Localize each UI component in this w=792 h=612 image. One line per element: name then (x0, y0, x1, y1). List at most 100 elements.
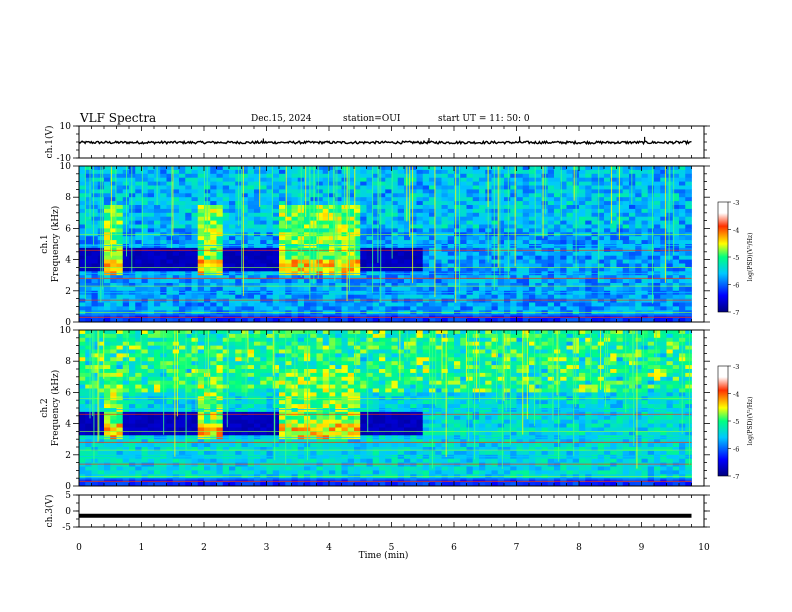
spectrogram-cell (347, 189, 355, 194)
spectrogram-cell (622, 173, 630, 179)
spectrogram-cell (391, 240, 399, 245)
spectrogram-cell (141, 365, 149, 370)
spectrogram-cell (560, 224, 567, 229)
y-tick-label: 10 (60, 162, 72, 172)
spectrogram-cell (316, 259, 324, 264)
spectrogram-cell (185, 372, 192, 378)
spectrogram-cell (560, 302, 567, 307)
spectrogram-cell (541, 228, 549, 233)
spectrogram-cell (479, 220, 486, 225)
spectrogram-cell (147, 177, 155, 182)
spectrogram-cell (110, 283, 117, 288)
spectrogram-cell (385, 205, 392, 210)
spectrogram-cell (172, 205, 180, 210)
spectrogram-cell (179, 240, 186, 245)
spectrogram-cell (147, 361, 155, 366)
spectrogram-cell (129, 193, 136, 198)
spectrogram-cell (660, 275, 667, 280)
spectrogram-cell (541, 177, 549, 182)
spectrogram-cell (660, 177, 667, 182)
spectrogram-cell (254, 259, 261, 264)
spectrogram-cell (347, 279, 355, 284)
spectrogram-cell (116, 380, 124, 385)
spectrogram-cell (116, 372, 124, 378)
spectrogram-cell (135, 177, 142, 182)
spectrogram-cell (135, 197, 142, 202)
spectrogram-cell (116, 454, 124, 460)
spectrogram-cell (160, 454, 167, 460)
spectrogram-cell (679, 240, 686, 245)
spectrogram-cell (216, 166, 224, 171)
spectrogram-cell (172, 408, 180, 413)
spectrogram-cell (466, 228, 474, 233)
spectrogram-cell (629, 302, 636, 307)
spectrogram-cell (560, 201, 567, 206)
ch2-spectrogram (79, 330, 692, 487)
spectrogram-cell (491, 318, 499, 323)
spectrogram-cell (147, 404, 155, 409)
spectrogram-cell (172, 294, 180, 299)
spectrogram-cell (266, 314, 274, 319)
spectrogram-cell (666, 286, 674, 292)
spectrogram-cell (160, 240, 167, 245)
spectrogram-cell (85, 341, 92, 346)
spectrogram-cell (516, 244, 524, 249)
spectrogram-cell (679, 306, 686, 311)
spectrogram-cell (672, 216, 680, 221)
spectrogram-cell (466, 255, 474, 260)
spectrogram-cell (647, 169, 655, 175)
spectrogram-cell (416, 189, 424, 194)
spectrogram-cell (579, 298, 586, 303)
spectrogram-cell (341, 259, 349, 264)
spectrogram-cell (129, 283, 136, 288)
spectrogram-cell (422, 294, 430, 299)
spectrogram-cell (354, 169, 361, 175)
spectrogram-cell (541, 294, 549, 299)
spectrogram-cell (454, 224, 461, 229)
spectrogram-cell (647, 267, 655, 272)
spectrogram-cell (210, 298, 217, 303)
spectrogram-cell (316, 216, 324, 221)
spectrogram-cell (541, 224, 549, 229)
spectrogram-cell (672, 279, 680, 284)
spectrogram-cell (147, 388, 155, 393)
spectrogram-cell (191, 224, 199, 229)
spectrogram-cell (372, 216, 380, 221)
spectrogram-cell (616, 255, 624, 260)
spectrogram-cell (291, 286, 299, 292)
spectrogram-cell (347, 220, 355, 225)
spectrogram-cell (329, 251, 336, 257)
spectrogram-cell (472, 205, 480, 210)
spectrogram-cell (391, 201, 399, 206)
spectrogram-cell (591, 240, 599, 245)
spectrogram-cell (372, 240, 380, 245)
spectrogram-cell (679, 181, 686, 186)
spectrogram-cell (460, 314, 467, 319)
spectrogram-cell (466, 290, 474, 296)
spectrogram-cell (591, 216, 599, 221)
spectrogram-cell (491, 259, 499, 264)
spectrogram-cell (122, 466, 130, 471)
spectrogram-cell (229, 263, 236, 268)
spectrogram-cell (166, 470, 174, 475)
spectrogram-cell (116, 185, 124, 190)
spectrogram-cell (529, 306, 536, 311)
spectrogram-cell (216, 259, 224, 264)
spectrogram-cell (666, 294, 674, 299)
spectrogram-cell (91, 447, 99, 452)
spectrogram-cell (629, 208, 636, 214)
spectrogram-cell (585, 205, 592, 210)
spectrogram-cell (510, 306, 517, 311)
spectrogram-cell (372, 228, 380, 233)
spectrogram-cell (435, 283, 442, 288)
spectrogram-cell (535, 181, 542, 186)
spectrogram-cell (316, 173, 324, 179)
spectrogram-cell (235, 318, 242, 323)
spectrogram-cell (210, 294, 217, 299)
spectrogram-cell (141, 208, 149, 214)
spectrogram-cell (472, 251, 480, 257)
spectrogram-cell (679, 263, 686, 268)
spectrogram-cell (210, 244, 217, 249)
spectrogram-cell (135, 283, 142, 288)
